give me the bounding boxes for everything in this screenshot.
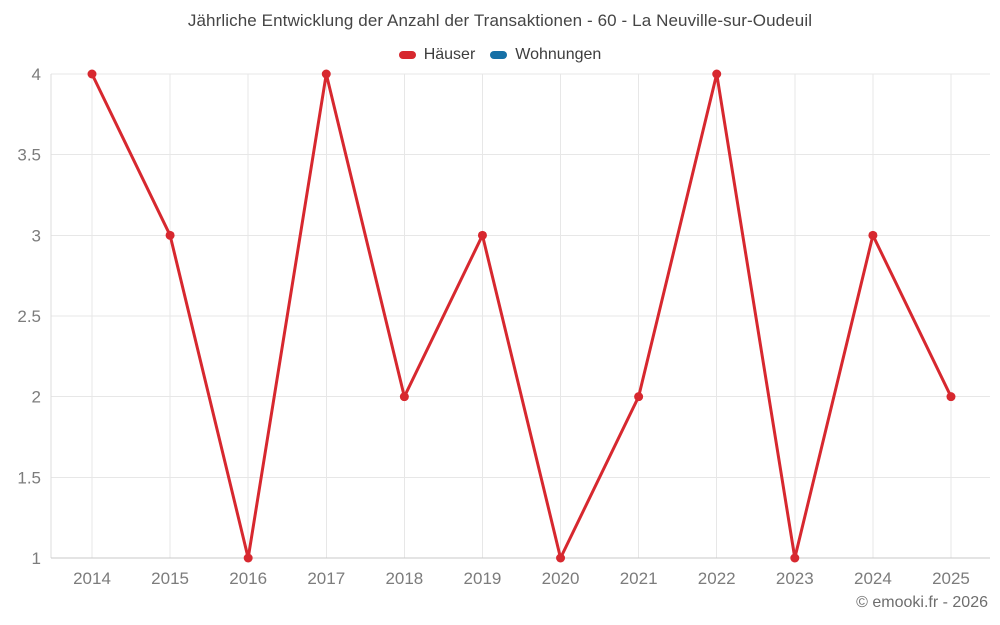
data-point-2016[interactable] [243,553,253,563]
data-point-2022[interactable] [712,69,722,79]
y-tick-label: 2 [32,388,41,407]
data-point-2018[interactable] [399,392,409,402]
data-point-2019[interactable] [477,230,487,240]
data-point-2025[interactable] [946,392,956,402]
legend-label: Wohnungen [515,46,602,63]
x-tick-label: 2025 [932,569,970,588]
data-point-2014[interactable] [87,69,97,79]
x-tick-label: 2015 [151,569,189,588]
data-point-2023[interactable] [790,553,800,563]
x-tick-label: 2021 [620,569,658,588]
x-tick-label: 2023 [776,569,814,588]
x-tick-label: 2022 [698,569,736,588]
series-line-häuser[interactable] [90,72,953,560]
y-tick-label: 3 [32,226,41,245]
x-tick-label: 2019 [464,569,502,588]
legend: Häuser Wohnungen [0,46,1000,64]
chart-title: Jährliche Entwicklung der Anzahl der Tra… [187,11,813,30]
x-tick-label: 2016 [229,569,267,588]
data-point-2020[interactable] [556,553,566,563]
legend-swatch-wohnungen [490,51,508,59]
x-tick-label: 2020 [542,569,580,588]
legend-label: Häuser [423,46,476,63]
y-tick-label: 1.5 [17,468,41,487]
data-point-2024[interactable] [868,230,878,240]
legend-item-wohnungen[interactable]: Wohnungen [490,46,601,64]
legend-swatch-häuser [398,51,416,59]
data-point-2021[interactable] [634,392,644,402]
x-tick-label: 2014 [73,569,111,588]
x-tick-label: 2017 [307,569,345,588]
y-tick-label: 1 [32,549,41,568]
y-tick-label: 3.5 [17,146,41,165]
y-tick-label: 2.5 [17,307,41,326]
copyright-text: © emooki.fr - 2026 [856,594,988,611]
x-tick-label: 2024 [854,569,892,588]
y-tick-label: 4 [32,65,41,84]
data-point-2017[interactable] [321,69,331,79]
legend-item-häuser[interactable]: Häuser [398,46,476,64]
x-tick-label: 2018 [385,569,423,588]
data-point-2015[interactable] [165,230,175,240]
